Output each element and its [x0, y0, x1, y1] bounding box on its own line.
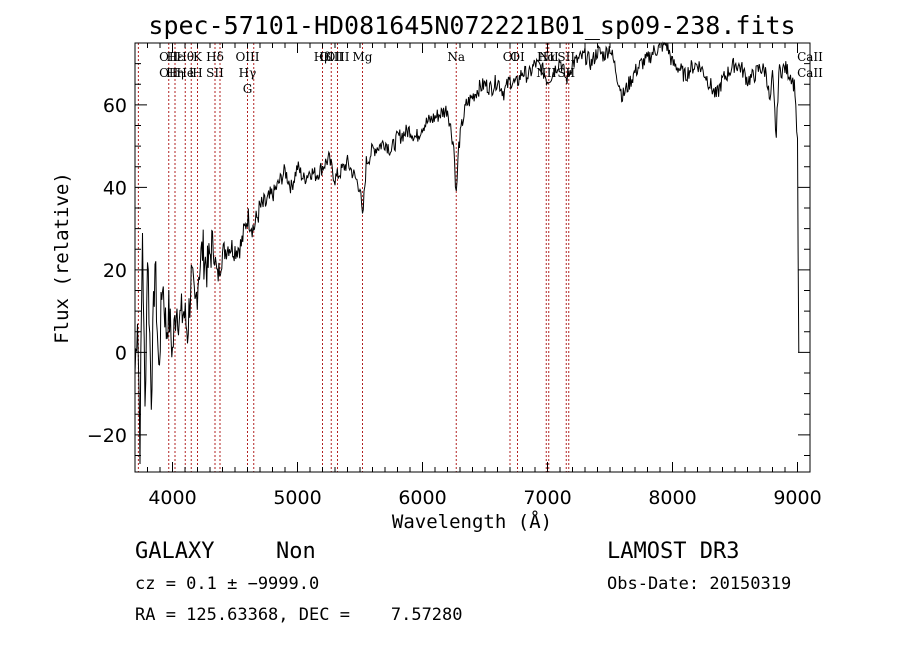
line-label: Hθ [176, 50, 194, 64]
y-tick-label: 60 [103, 95, 127, 117]
line-label: G [243, 82, 253, 96]
line-label: NII [539, 50, 559, 64]
y-tick-label: 20 [103, 260, 127, 282]
line-label: Hη [166, 66, 184, 80]
x-tick-label: 8000 [648, 487, 696, 509]
y-axis-ticks: −20 0 20 40 60 [87, 42, 810, 456]
line-label: K [193, 50, 203, 64]
line-label: OIII [319, 50, 343, 64]
y-tick-label: 0 [115, 342, 127, 364]
line-label: Mg [353, 50, 373, 64]
y-tick-label: −20 [87, 425, 127, 447]
emission-line-markers [137, 43, 570, 472]
line-label: Hε [167, 50, 184, 64]
y-axis-label: Flux (relative) [51, 172, 73, 344]
line-label: I [189, 66, 194, 80]
line-label: OII [159, 50, 179, 64]
line-label: OI [510, 50, 525, 64]
line-label: Hα [537, 50, 556, 64]
spectrum-line [134, 41, 800, 465]
line-label: Hβ [314, 50, 331, 64]
radec-label: RA = 125.63368, DEC = 7.57280 [135, 605, 463, 625]
line-label: OII [159, 66, 179, 80]
line-label: Na [447, 50, 465, 64]
x-tick-label: 6000 [398, 487, 446, 509]
survey-label: LAMOST DR3 [607, 539, 739, 564]
line-label: OIII [235, 50, 259, 64]
subclass-label: Non [276, 539, 316, 564]
cz-label: cz = 0.1 ± −9999.0 [135, 574, 319, 594]
line-label: He [176, 66, 194, 80]
line-label: Hδ [206, 50, 224, 64]
x-tick-label: 9000 [773, 487, 821, 509]
class-label: GALAXY [135, 539, 214, 564]
line-label: H [192, 66, 202, 80]
x-axis-ticks: 4000 5000 6000 7000 8000 9000 [134, 43, 822, 509]
x-tick-label: 5000 [273, 487, 321, 509]
x-tick-label: 7000 [523, 487, 571, 509]
chart-title: spec-57101-HD081645N072221B01_sp09-238.f… [148, 11, 795, 40]
line-label: Hγ [239, 66, 257, 80]
x-tick-label: 4000 [148, 487, 196, 509]
line-label: SII [206, 66, 224, 80]
line-label: SII [557, 50, 575, 64]
x-axis-label: Wavelength (Å) [392, 510, 552, 533]
line-label: OI [503, 50, 518, 64]
obs-date-label: Obs-Date: 20150319 [607, 574, 791, 594]
y-tick-label: 40 [103, 177, 127, 199]
line-label: OIII [325, 50, 349, 64]
